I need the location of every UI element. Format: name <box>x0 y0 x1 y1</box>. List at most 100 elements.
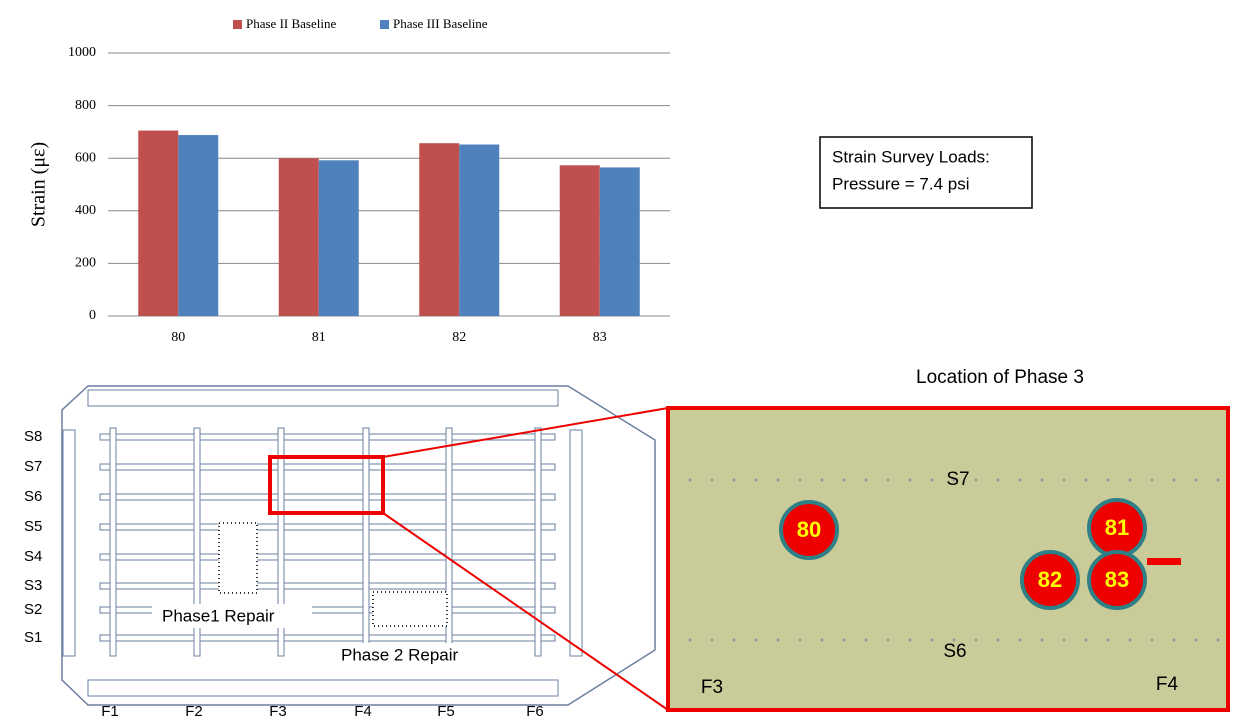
photo-label: F3 <box>701 677 723 698</box>
stringer-label: S2 <box>24 601 42 618</box>
rivet <box>777 639 780 642</box>
rivet <box>887 479 890 482</box>
rivet <box>1217 479 1220 482</box>
repair-label: Phase1 Repair <box>162 606 275 625</box>
rivet <box>1129 639 1132 642</box>
rivet <box>1173 479 1176 482</box>
rivet <box>733 639 736 642</box>
panel-edge <box>88 390 558 406</box>
stringer <box>100 464 555 470</box>
rivet <box>777 479 780 482</box>
x-tick-label: 81 <box>312 330 326 345</box>
stringer <box>100 635 555 641</box>
rivet <box>1063 639 1066 642</box>
gauge-tick <box>1147 558 1181 565</box>
x-tick-label: 82 <box>452 330 466 345</box>
rivet <box>1217 639 1220 642</box>
photo <box>668 408 1228 710</box>
rivet <box>799 639 802 642</box>
frame <box>363 428 369 656</box>
rivet <box>711 639 714 642</box>
y-tick-label: 400 <box>75 203 96 218</box>
rivet <box>1041 639 1044 642</box>
stringer-label: S7 <box>24 458 42 475</box>
rivet <box>755 639 758 642</box>
y-tick-label: 800 <box>75 98 96 113</box>
x-tick-label: 80 <box>171 330 185 345</box>
rivet <box>931 639 934 642</box>
rivet <box>909 639 912 642</box>
stringer <box>100 524 555 530</box>
rivet <box>1019 479 1022 482</box>
bar <box>459 145 499 316</box>
rivet <box>799 479 802 482</box>
repair-patch <box>373 592 447 626</box>
stringer-label: S4 <box>24 548 42 565</box>
y-tick-label: 200 <box>75 256 96 271</box>
page: Strain Survey Loads: Pressure = 7.4 psi … <box>0 0 1233 719</box>
rivet <box>1151 639 1154 642</box>
rivet <box>843 639 846 642</box>
legend-label: Phase III Baseline <box>393 16 488 31</box>
rivet <box>997 639 1000 642</box>
frame <box>110 428 116 656</box>
stringer <box>100 554 555 560</box>
rivet <box>1085 479 1088 482</box>
rivet <box>1173 639 1176 642</box>
rivet <box>909 479 912 482</box>
bar <box>319 160 359 316</box>
stringer-label: S5 <box>24 518 42 535</box>
bar <box>560 165 600 316</box>
rivet <box>821 479 824 482</box>
rivet <box>1107 479 1110 482</box>
rivet <box>887 639 890 642</box>
frame-label: F2 <box>185 703 203 719</box>
rivet <box>1041 479 1044 482</box>
text-box-line: Strain Survey Loads: <box>832 147 990 166</box>
legend-swatch <box>380 20 389 29</box>
stringer-label: S3 <box>24 577 42 594</box>
rivet <box>1195 479 1198 482</box>
rivet <box>843 479 846 482</box>
bar <box>138 131 178 316</box>
photo-label: F4 <box>1156 674 1179 695</box>
panel-edge <box>63 430 75 656</box>
stringer <box>100 494 555 500</box>
rivet <box>1063 479 1066 482</box>
rivet <box>711 479 714 482</box>
stringer-label: S6 <box>24 488 42 505</box>
bar <box>178 135 218 316</box>
gauge-label: 82 <box>1038 567 1062 592</box>
rivet <box>1151 479 1154 482</box>
gauge-label: 81 <box>1105 515 1129 540</box>
rivet <box>689 639 692 642</box>
rivet <box>931 479 934 482</box>
rivet <box>865 639 868 642</box>
stringer-label: S1 <box>24 629 42 646</box>
panel-edge <box>88 680 558 696</box>
bar <box>419 143 459 316</box>
frame-label: F3 <box>269 703 287 719</box>
rivet <box>733 479 736 482</box>
photo-label: S6 <box>943 641 966 662</box>
legend-swatch <box>233 20 242 29</box>
rivet <box>1195 639 1198 642</box>
y-tick-label: 0 <box>89 308 96 323</box>
rivet <box>997 479 1000 482</box>
rivet <box>1129 479 1132 482</box>
rivet <box>1085 639 1088 642</box>
rivet <box>975 639 978 642</box>
photo-title: Location of Phase 3 <box>916 367 1084 388</box>
text-box-line: Pressure = 7.4 psi <box>832 174 970 193</box>
repair-label: Phase 2 Repair <box>341 645 459 664</box>
repair-patch <box>219 523 257 593</box>
rivet <box>865 479 868 482</box>
bar <box>279 158 319 316</box>
photo-label: S7 <box>946 469 969 490</box>
legend-label: Phase II Baseline <box>246 16 336 31</box>
y-tick-label: 1000 <box>68 45 96 60</box>
bar <box>600 167 640 316</box>
rivet <box>1107 639 1110 642</box>
panel-edge <box>570 430 582 656</box>
